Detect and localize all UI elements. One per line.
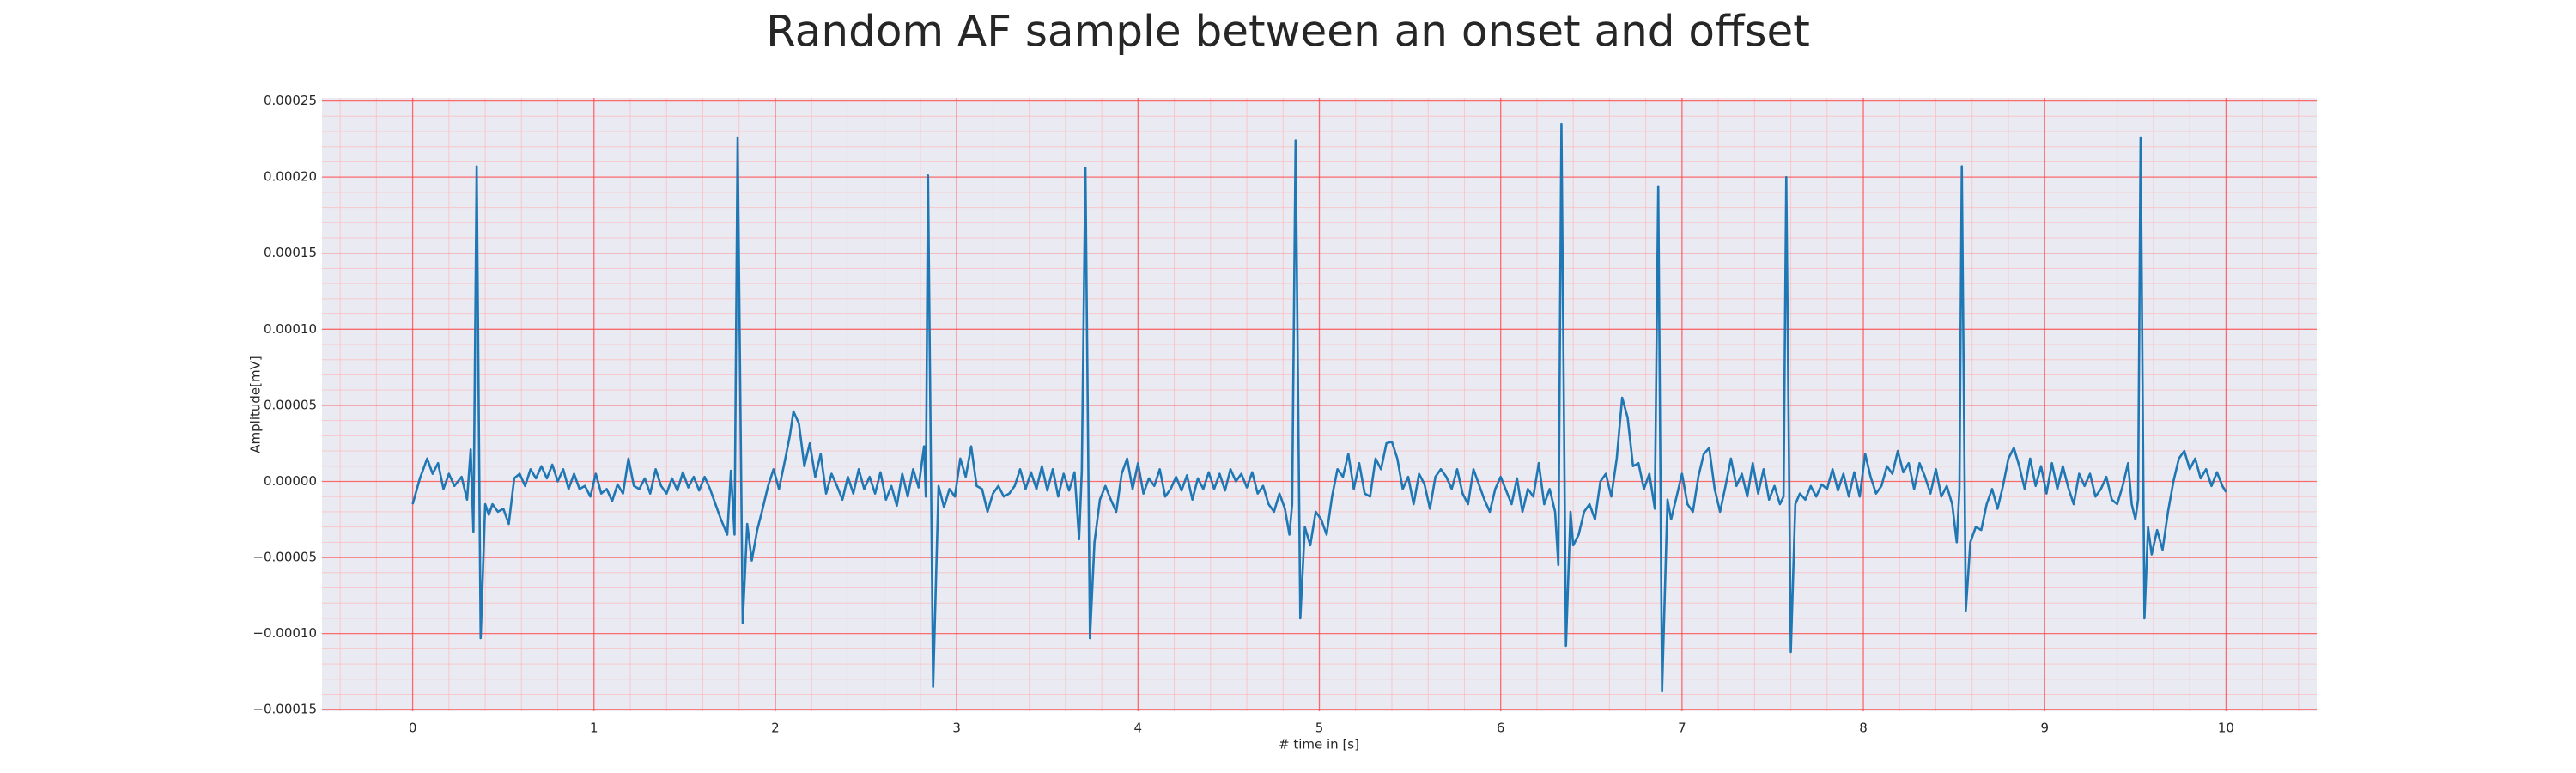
y-tick-label: −0.00010 bbox=[252, 625, 317, 641]
chart-title: Random AF sample between an onset and of… bbox=[766, 7, 1810, 57]
y-axis-label: Amplitude[mV] bbox=[248, 356, 264, 453]
x-tick-label: 9 bbox=[2040, 721, 2049, 736]
x-tick-label: 6 bbox=[1497, 721, 1505, 736]
y-tick-label: 0.00015 bbox=[264, 245, 317, 260]
x-tick-label: 10 bbox=[2218, 721, 2234, 736]
x-tick-label: 4 bbox=[1134, 721, 1143, 736]
x-tick-label: 3 bbox=[952, 721, 961, 736]
x-tick-label: 5 bbox=[1315, 721, 1324, 736]
signal-line bbox=[411, 122, 2227, 693]
y-tick-label: −0.00015 bbox=[252, 702, 317, 717]
x-axis-label: # time in [s] bbox=[1279, 737, 1359, 752]
y-tick-label: 0.00000 bbox=[264, 473, 317, 489]
x-tick-label: 1 bbox=[590, 721, 598, 736]
y-tick-label: 0.00005 bbox=[264, 397, 317, 412]
y-tick-label: −0.00005 bbox=[252, 550, 317, 565]
y-tick-label: 0.00025 bbox=[264, 93, 317, 108]
x-tick-label: 7 bbox=[1678, 721, 1686, 736]
y-tick-label: 0.00020 bbox=[264, 169, 317, 185]
x-tick-label: 0 bbox=[409, 721, 417, 736]
x-tick-label: 2 bbox=[771, 721, 780, 736]
y-tick-label: 0.00010 bbox=[264, 321, 317, 337]
x-tick-label: 8 bbox=[1859, 721, 1868, 736]
